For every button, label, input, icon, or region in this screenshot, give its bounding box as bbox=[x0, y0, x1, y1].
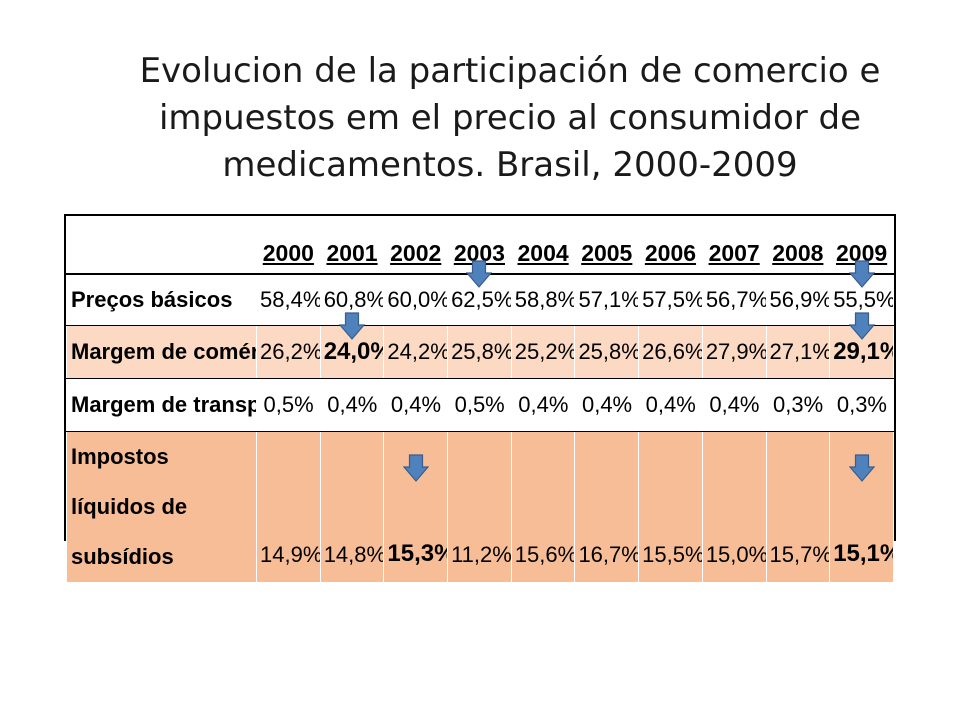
column-header-year: 2000 bbox=[256, 216, 321, 275]
table-cell: 27,1% bbox=[765, 325, 831, 379]
table-cell: 0,3% bbox=[829, 378, 894, 432]
table-cell: 11,2% bbox=[447, 431, 512, 583]
table-cell: 15,7% bbox=[765, 431, 831, 583]
column-header-year: 2004 bbox=[510, 216, 576, 275]
table-cell: 26,6% bbox=[638, 325, 703, 379]
table-cell: 0,4% bbox=[574, 378, 640, 432]
down-arrow-icon bbox=[402, 453, 429, 482]
slide-title: Evolucion de la participación de comerci… bbox=[139, 51, 881, 185]
table-cell: 0,5% bbox=[256, 378, 321, 432]
table-cell: 25,2% bbox=[510, 325, 576, 379]
table-cell: 25,8% bbox=[574, 325, 640, 379]
table-cell: 26,2% bbox=[256, 325, 321, 379]
table-cell: 14,8% bbox=[319, 431, 385, 583]
table-cell: 24,0% bbox=[319, 325, 385, 379]
down-arrow-icon bbox=[848, 260, 875, 288]
row-label: Margem de transporte bbox=[66, 378, 257, 432]
table-cell: 62,5% bbox=[447, 273, 512, 326]
table-cell: 56,9% bbox=[765, 273, 831, 326]
header-corner bbox=[66, 216, 257, 275]
table-cell: 27,9% bbox=[701, 325, 767, 379]
data-table: 2000 2001 2002 2003 2004 2005 2006 2007 2008 2009… bbox=[66, 216, 894, 583]
row-label: Preços básicos bbox=[66, 273, 257, 326]
data-table-container: 2000 2001 2002 2003 2004 2005 2006 2007 2008 2009… bbox=[64, 214, 896, 583]
column-header-year: 2002 bbox=[383, 216, 449, 275]
row-label: Margem de comércio bbox=[66, 325, 257, 379]
table-cell: 0,3% bbox=[765, 378, 831, 432]
table-cell: 58,8% bbox=[510, 273, 576, 326]
table-cell: 60,0% bbox=[383, 273, 449, 326]
down-arrow-icon bbox=[466, 260, 493, 288]
column-header-year: 2001 bbox=[319, 216, 385, 275]
table-cell: 0,4% bbox=[638, 378, 703, 432]
table-row: Preços básicos 58,4% 60,8% 60,0% 62,5% 58,8% 5… bbox=[66, 273, 894, 326]
table-cell: 15,0% bbox=[701, 431, 767, 583]
table-cell: 0,4% bbox=[383, 378, 449, 432]
table-row: Margem de transporte0,5%0,4%0,4%0,5%0,4%… bbox=[66, 378, 894, 432]
column-header-year: 2005 bbox=[574, 216, 640, 275]
table-row: Margem de comércio26,2%24,0%24,2%25,8%25… bbox=[66, 325, 894, 379]
table-cell: 0,4% bbox=[510, 378, 576, 432]
table-cell: 0,5% bbox=[447, 378, 512, 432]
down-arrow-icon bbox=[339, 311, 366, 340]
table-cell: 0,4% bbox=[701, 378, 767, 432]
table-cell: 15,6% bbox=[510, 431, 576, 583]
table-cell: 57,1% bbox=[574, 273, 640, 326]
table-cell: 56,7% bbox=[701, 273, 767, 326]
down-arrow-icon bbox=[848, 311, 875, 340]
table-cell: 14,9% bbox=[256, 431, 321, 583]
table-cell: 24,2% bbox=[383, 325, 449, 379]
table-cell: 58,4% bbox=[256, 273, 321, 326]
table-cell: 16,7% bbox=[574, 431, 640, 583]
column-header-year: 2008 bbox=[765, 216, 831, 275]
column-header-year: 2007 bbox=[701, 216, 767, 275]
table-row: Impostos líquidos de subsídios 14,9% 14,8%… bbox=[66, 431, 894, 583]
column-header-year: 2006 bbox=[638, 216, 703, 275]
table-cell: 15,5% bbox=[638, 431, 703, 583]
row-label: Impostos líquidos de subsídios bbox=[66, 431, 257, 583]
table-cell: 15,3% bbox=[383, 431, 449, 583]
down-arrow-icon bbox=[848, 453, 875, 482]
table-cell: 0,4% bbox=[319, 378, 385, 432]
column-header-year: 2003 bbox=[447, 216, 512, 275]
table-header-row: 2000 2001 2002 2003 2004 2005 2006 2007 2008 2009 bbox=[66, 216, 894, 275]
table-cell: 57,5% bbox=[638, 273, 703, 326]
table-cell: 25,8% bbox=[447, 325, 512, 379]
